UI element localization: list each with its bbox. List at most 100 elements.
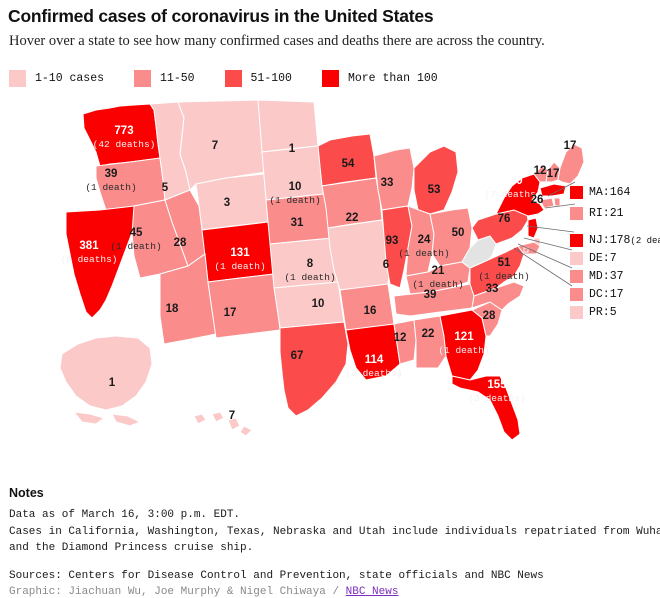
state-value-nm: 17	[224, 307, 237, 319]
state-value-ks: 8	[307, 258, 314, 270]
leader-line-nj	[526, 225, 575, 233]
state-value-wi: 33	[381, 177, 394, 189]
choropleth-map[interactable]: 773 (42 deaths) 39 (1 death) 5 7 3 381 (6 deaths…	[0, 96, 660, 456]
state-deaths-ny: (7 deaths)	[484, 189, 541, 200]
state-value-nv: 45	[130, 227, 143, 239]
state-deaths-wa: (42 deaths)	[93, 139, 156, 150]
leader-line-ma	[547, 181, 576, 197]
legend-swatch-bin3	[224, 70, 242, 87]
callout-label-ri: RI:21	[589, 206, 624, 220]
legend-label-bin3: 51-100	[250, 72, 292, 85]
state-value-mt: 7	[212, 140, 218, 152]
state-value-sc: 28	[483, 310, 496, 322]
state-ok[interactable]	[273, 281, 345, 329]
legend-item-bin3[interactable]: 51-100	[224, 70, 292, 87]
callout-nj-value: NJ:178	[589, 233, 631, 247]
state-deaths-va: (1 death)	[478, 271, 529, 282]
state-tx[interactable]	[279, 321, 349, 417]
state-ny[interactable]	[495, 173, 545, 217]
state-value-ut: 28	[174, 237, 187, 249]
callout-swatch-nj	[570, 233, 583, 247]
state-deaths-in: (1 death)	[398, 248, 449, 259]
state-value-ia: 22	[346, 212, 359, 224]
callout-swatch-md	[570, 269, 583, 283]
state-deaths-sd: (1 death)	[269, 195, 320, 206]
state-value-ok: 10	[312, 298, 325, 310]
state-value-ne: 31	[291, 217, 304, 229]
state-ga[interactable]	[439, 309, 487, 381]
callout-ma[interactable]: MA:164	[570, 183, 630, 201]
legend-label-bin1: 1-10 cases	[35, 72, 105, 85]
callout-swatch-dc	[570, 287, 583, 301]
state-value-al: 22	[422, 328, 435, 340]
state-value-sd: 10	[289, 181, 302, 193]
notes-line-3: and the Diamond Princess cruise ship.	[9, 542, 254, 554]
callout-label-nj: NJ:178(2 deaths)	[589, 234, 660, 247]
page-title: Confirmed cases of coronavirus in the Un…	[8, 6, 434, 26]
state-ak[interactable]	[59, 335, 153, 427]
state-me[interactable]	[557, 143, 585, 185]
legend-label-bin4: More than 100	[347, 72, 438, 85]
page-subtitle: Hover over a state to see how many confi…	[9, 33, 545, 49]
callout-nj[interactable]: NJ:178(2 deaths)	[570, 231, 660, 249]
legend-item-bin1[interactable]: 1-10 cases	[9, 70, 104, 87]
state-value-wy: 3	[224, 197, 230, 209]
state-nj[interactable]	[527, 217, 539, 239]
state-deaths-la: (2 deaths)	[345, 368, 402, 379]
callout-label-ma: MA:164	[589, 185, 631, 199]
callout-swatch-ri	[570, 206, 583, 220]
state-fl[interactable]	[451, 375, 521, 441]
legend-item-bin4[interactable]: More than 100	[321, 70, 438, 87]
state-value-hi: 7	[229, 410, 235, 422]
state-deaths-co: (1 death)	[214, 261, 265, 272]
state-value-mn: 54	[342, 158, 355, 170]
callout-md[interactable]: MD:37	[570, 267, 624, 285]
leader-line-md	[517, 243, 573, 269]
state-value-me: 17	[564, 140, 577, 152]
leader-line-de	[523, 237, 573, 251]
state-value-ak: 1	[109, 377, 116, 389]
state-value-nh: 17	[547, 168, 560, 180]
state-mo[interactable]	[327, 219, 391, 291]
legend-swatch-bin2	[134, 70, 152, 87]
credit-prefix: Graphic: Jiachuan Wu, Joe Murphy & Nigel…	[9, 586, 346, 598]
nbc-news-link[interactable]: NBC News	[345, 586, 399, 598]
state-ri[interactable]	[553, 197, 561, 207]
state-value-nd: 1	[289, 143, 296, 155]
callout-dc[interactable]: DC:17	[570, 285, 624, 303]
state-wi[interactable]	[373, 147, 415, 211]
state-mi[interactable]	[413, 145, 459, 215]
state-wy[interactable]	[195, 173, 269, 231]
state-value-tx: 67	[291, 350, 304, 362]
state-value-ar: 16	[364, 305, 377, 317]
state-value-va: 51	[498, 257, 511, 269]
state-deaths-fl: (3 deaths)	[468, 393, 525, 404]
state-va[interactable]	[469, 245, 525, 297]
callout-swatch-ma	[570, 185, 583, 199]
state-deaths-or: (1 death)	[85, 182, 136, 193]
state-pa[interactable]	[471, 207, 529, 245]
state-value-mo: 6	[383, 259, 389, 271]
callout-label-de: DE:7	[589, 251, 617, 265]
state-value-pa: 76	[498, 213, 511, 225]
state-value-in: 24	[418, 234, 431, 246]
callout-de[interactable]: DE:7	[570, 249, 617, 267]
legend-swatch-bin1	[9, 70, 26, 87]
callout-nj-deaths: (2 deaths)	[630, 235, 660, 246]
legend-item-bin2[interactable]: 11-50	[134, 70, 195, 87]
callout-ri[interactable]: RI:21	[570, 204, 624, 222]
state-value-vt: 12	[534, 165, 547, 177]
state-value-ga: 121	[454, 331, 474, 343]
state-deaths-ky: (1 death)	[412, 279, 463, 290]
state-deaths-ca: (6 deaths)	[60, 254, 117, 265]
state-hi[interactable]	[193, 411, 253, 437]
state-ma[interactable]	[539, 183, 567, 197]
notes-line-2: Cases in California, Washington, Texas, …	[9, 525, 660, 538]
callout-pr[interactable]: PR:5	[570, 303, 617, 321]
state-ct[interactable]	[539, 197, 555, 209]
state-nc[interactable]	[471, 281, 525, 311]
state-value-il: 93	[386, 235, 399, 247]
state-value-mi: 53	[428, 184, 441, 196]
state-nm[interactable]	[207, 273, 281, 339]
